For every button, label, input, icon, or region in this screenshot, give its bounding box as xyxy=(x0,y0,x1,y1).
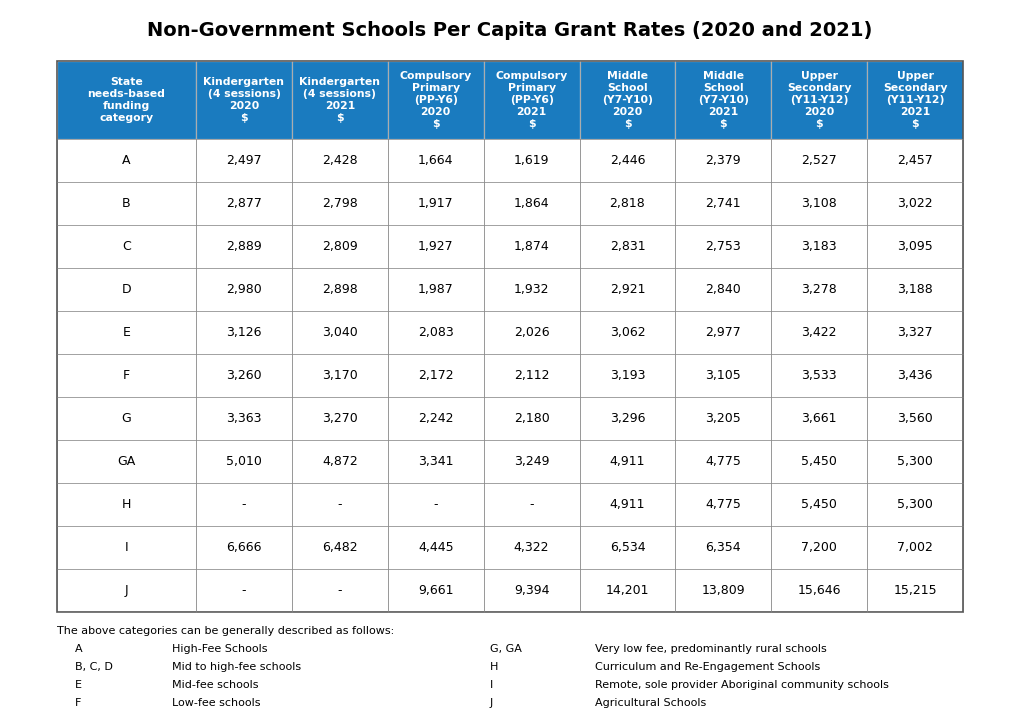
Text: D: D xyxy=(121,283,131,296)
Bar xyxy=(196,440,291,483)
Bar xyxy=(579,268,675,311)
Text: 1,664: 1,664 xyxy=(418,154,453,167)
Text: 3,533: 3,533 xyxy=(801,369,837,382)
Bar xyxy=(291,225,387,268)
Text: Mid-fee schools: Mid-fee schools xyxy=(172,680,258,690)
Text: 2,497: 2,497 xyxy=(226,154,262,167)
Bar xyxy=(57,483,196,526)
Bar xyxy=(770,182,866,225)
Text: 2,818: 2,818 xyxy=(609,197,645,210)
Bar xyxy=(387,268,483,311)
Text: Non-Government Schools Per Capita Grant Rates (2020 and 2021): Non-Government Schools Per Capita Grant … xyxy=(147,22,872,40)
Bar xyxy=(196,268,291,311)
Bar xyxy=(770,354,866,397)
Text: 1,619: 1,619 xyxy=(514,154,549,167)
Text: 3,188: 3,188 xyxy=(897,283,932,296)
Text: 4,911: 4,911 xyxy=(609,498,645,511)
Text: 2,753: 2,753 xyxy=(705,240,741,253)
Text: 2,527: 2,527 xyxy=(801,154,837,167)
Text: 1,932: 1,932 xyxy=(514,283,549,296)
Text: 3,661: 3,661 xyxy=(801,412,837,425)
Text: 6,666: 6,666 xyxy=(226,541,262,554)
Text: 4,775: 4,775 xyxy=(705,498,741,511)
Bar xyxy=(196,61,291,139)
Bar xyxy=(387,397,483,440)
Text: 2,457: 2,457 xyxy=(897,154,932,167)
Text: 3,249: 3,249 xyxy=(514,455,549,468)
Bar xyxy=(291,139,387,182)
Bar xyxy=(579,311,675,354)
Bar xyxy=(291,354,387,397)
Bar xyxy=(675,483,770,526)
Text: Middle
School
(Y7-Y10)
2020
$: Middle School (Y7-Y10) 2020 $ xyxy=(601,71,652,129)
Bar xyxy=(291,182,387,225)
Text: -: - xyxy=(529,498,533,511)
Bar xyxy=(57,61,962,612)
Text: 13,809: 13,809 xyxy=(701,584,745,597)
Text: 5,300: 5,300 xyxy=(897,455,932,468)
Text: G: G xyxy=(121,412,131,425)
Bar xyxy=(675,526,770,569)
Text: E: E xyxy=(122,326,130,339)
Text: Remote, sole provider Aboriginal community schools: Remote, sole provider Aboriginal communi… xyxy=(594,680,888,690)
Text: 4,322: 4,322 xyxy=(514,541,549,554)
Bar xyxy=(483,182,579,225)
Text: 3,560: 3,560 xyxy=(897,412,932,425)
Bar xyxy=(387,354,483,397)
Text: 6,354: 6,354 xyxy=(705,541,741,554)
Bar xyxy=(770,569,866,612)
Bar xyxy=(579,483,675,526)
Bar xyxy=(196,569,291,612)
Bar xyxy=(579,182,675,225)
Bar xyxy=(770,526,866,569)
Text: The above categories can be generally described as follows:: The above categories can be generally de… xyxy=(57,626,394,636)
Bar xyxy=(57,569,196,612)
Bar xyxy=(866,182,962,225)
Bar xyxy=(866,268,962,311)
Text: 6,482: 6,482 xyxy=(322,541,358,554)
Bar xyxy=(675,225,770,268)
Bar xyxy=(291,569,387,612)
Bar xyxy=(866,440,962,483)
Bar xyxy=(675,440,770,483)
Text: 3,363: 3,363 xyxy=(226,412,262,425)
Text: 4,872: 4,872 xyxy=(322,455,358,468)
Text: 2,809: 2,809 xyxy=(322,240,358,253)
Text: I: I xyxy=(489,680,493,690)
Bar xyxy=(57,268,196,311)
Bar xyxy=(675,569,770,612)
Text: 6,534: 6,534 xyxy=(609,541,645,554)
Text: 2,379: 2,379 xyxy=(705,154,741,167)
Bar xyxy=(291,311,387,354)
Bar xyxy=(770,139,866,182)
Bar xyxy=(57,526,196,569)
Text: 5,450: 5,450 xyxy=(801,455,837,468)
Bar xyxy=(866,311,962,354)
Text: Upper
Secondary
(Y11-Y12)
2021
$: Upper Secondary (Y11-Y12) 2021 $ xyxy=(882,71,947,129)
Text: -: - xyxy=(242,498,246,511)
Text: G, GA: G, GA xyxy=(489,644,522,654)
Bar xyxy=(57,440,196,483)
Text: 3,278: 3,278 xyxy=(801,283,837,296)
Bar xyxy=(866,526,962,569)
Text: State
needs-based
funding
category: State needs-based funding category xyxy=(88,77,165,123)
Bar xyxy=(770,225,866,268)
Text: H: H xyxy=(489,662,498,672)
Text: 2,840: 2,840 xyxy=(705,283,741,296)
Bar xyxy=(675,139,770,182)
Text: Compulsory
Primary
(PP-Y6)
2021
$: Compulsory Primary (PP-Y6) 2021 $ xyxy=(495,71,568,129)
Text: 3,436: 3,436 xyxy=(897,369,932,382)
Text: F: F xyxy=(75,698,82,708)
Bar xyxy=(579,139,675,182)
Text: -: - xyxy=(337,498,341,511)
Text: J: J xyxy=(124,584,128,597)
Bar xyxy=(387,182,483,225)
Bar xyxy=(196,311,291,354)
Text: 2,741: 2,741 xyxy=(705,197,741,210)
Text: 2,446: 2,446 xyxy=(609,154,645,167)
Bar xyxy=(57,61,196,139)
Bar xyxy=(387,139,483,182)
Text: E: E xyxy=(75,680,82,690)
Bar xyxy=(483,139,579,182)
Bar xyxy=(579,526,675,569)
